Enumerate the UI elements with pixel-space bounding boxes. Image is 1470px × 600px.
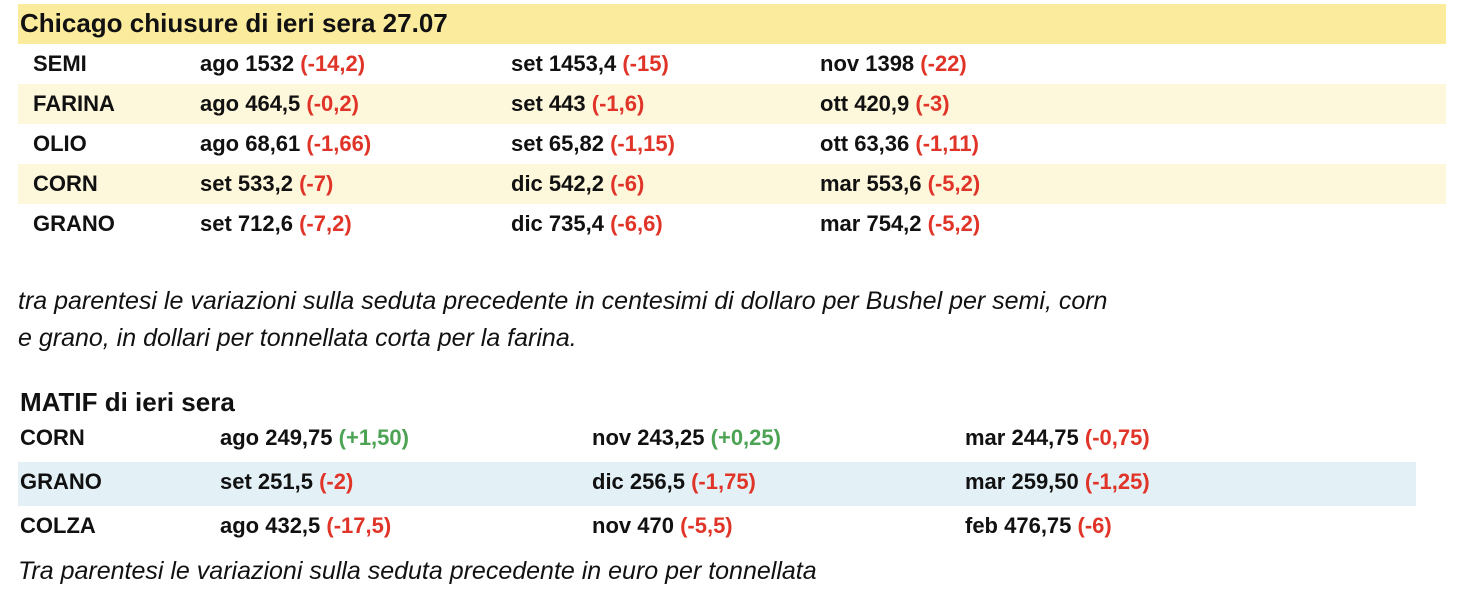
price-cell: set 65,82 (-1,15)	[511, 124, 675, 164]
row-band	[18, 124, 1446, 164]
price-cell: dic 735,4 (-6,6)	[511, 204, 663, 244]
price: mar 259,50	[965, 469, 1079, 494]
price: ago 432,5	[220, 513, 321, 538]
price: mar 244,75	[965, 425, 1079, 450]
price-cell: set 1453,4 (-15)	[511, 44, 669, 84]
price-cell: nov 243,25 (+0,25)	[592, 418, 781, 458]
change: (-1,6)	[591, 91, 645, 116]
price-cell: dic 256,5 (-1,75)	[592, 462, 756, 502]
row-label: COLZA	[20, 513, 96, 538]
price-cell: feb 476,75 (-6)	[965, 506, 1112, 546]
price: ago 464,5	[200, 91, 301, 116]
row-band	[18, 506, 1416, 550]
price-cell: ago 249,75 (+1,50)	[220, 418, 409, 458]
matif-title: MATIF di ieri sera	[20, 387, 235, 417]
row-label: SEMI	[33, 51, 87, 76]
note-line: tra parentesi le variazioni sulla seduta…	[18, 287, 1108, 315]
change: (-3)	[915, 91, 950, 116]
price: set 65,82	[511, 131, 604, 156]
price-cell: dic 542,2 (-6)	[511, 164, 644, 204]
price: set 1453,4	[511, 51, 617, 76]
change: (-7)	[299, 171, 334, 196]
change: (-1,25)	[1084, 469, 1150, 494]
change: (-6)	[1077, 513, 1112, 538]
price-cell: set 533,2 (-7)	[200, 164, 333, 204]
price-cell: ott 420,9 (-3)	[820, 84, 950, 124]
price: feb 476,75	[965, 513, 1072, 538]
price: ago 68,61	[200, 131, 301, 156]
price-cell: mar 754,2 (-5,2)	[820, 204, 980, 244]
title-band	[18, 4, 1446, 44]
price: mar 553,6	[820, 171, 922, 196]
price: dic 735,4	[511, 211, 604, 236]
change: (-1,11)	[915, 131, 979, 156]
change: (-2)	[319, 469, 354, 494]
change: (-5,2)	[927, 171, 981, 196]
price-cell: mar 244,75 (-0,75)	[965, 418, 1150, 458]
price: set 443	[511, 91, 586, 116]
row-band	[18, 84, 1446, 124]
price: mar 754,2	[820, 211, 922, 236]
price: ago 249,75	[220, 425, 333, 450]
change: (-6)	[610, 171, 645, 196]
price: dic 256,5	[592, 469, 685, 494]
price-cell: set 251,5 (-2)	[220, 462, 353, 502]
row-band	[18, 204, 1446, 244]
matif-note: Tra parentesi le variazioni sulla seduta…	[18, 557, 817, 585]
price-cell: ago 464,5 (-0,2)	[200, 84, 359, 124]
price: ago 1532	[200, 51, 295, 76]
price: ott 420,9	[820, 91, 910, 116]
price-cell: ago 68,61 (-1,66)	[200, 124, 371, 164]
price-cell: nov 470 (-5,5)	[592, 506, 733, 546]
change: (-1,75)	[691, 469, 756, 494]
price-cell: mar 553,6 (-5,2)	[820, 164, 980, 204]
row-label: GRANO	[20, 469, 102, 494]
row-band	[18, 164, 1446, 204]
change: (-0,75)	[1084, 425, 1150, 450]
change: (-14,2)	[300, 51, 366, 76]
price-cell: set 712,6 (-7,2)	[200, 204, 352, 244]
change: (-17,5)	[326, 513, 392, 538]
price: nov 1398	[820, 51, 915, 76]
row-band	[18, 44, 1446, 84]
price: dic 542,2	[511, 171, 604, 196]
price: ott 63,36	[820, 131, 910, 156]
change: (-6,6)	[610, 211, 663, 236]
change: (-5,5)	[680, 513, 733, 538]
price: set 533,2	[200, 171, 293, 196]
row-band	[18, 462, 1416, 506]
change: (+1,50)	[338, 425, 409, 450]
price: nov 243,25	[592, 425, 705, 450]
note-line: e grano, in dollari per tonnellata corta…	[18, 324, 577, 352]
price-cell: set 443 (-1,6)	[511, 84, 644, 124]
price-cell: ago 1532 (-14,2)	[200, 44, 365, 84]
change: (-5,2)	[927, 211, 981, 236]
price-cell: ott 63,36 (-1,11)	[820, 124, 979, 164]
change: (-0,2)	[306, 91, 359, 116]
change: (-22)	[920, 51, 967, 76]
change: (-1,15)	[610, 131, 675, 156]
row-label: GRANO	[33, 211, 115, 236]
price: set 251,5	[220, 469, 313, 494]
change: (+0,25)	[710, 425, 781, 450]
price-cell: ago 432,5 (-17,5)	[220, 506, 391, 546]
row-label: OLIO	[33, 131, 87, 156]
row-band	[18, 418, 1416, 462]
price-cell: nov 1398 (-22)	[820, 44, 967, 84]
row-label: FARINA	[33, 91, 115, 116]
row-label: CORN	[20, 425, 85, 450]
change: (-15)	[622, 51, 669, 76]
change: (-7,2)	[299, 211, 352, 236]
price-cell: mar 259,50 (-1,25)	[965, 462, 1150, 502]
price: nov 470	[592, 513, 674, 538]
row-label: CORN	[33, 171, 98, 196]
price: set 712,6	[200, 211, 293, 236]
chicago-title: Chicago chiusure di ieri sera 27.07	[20, 8, 448, 38]
change: (-1,66)	[306, 131, 372, 156]
